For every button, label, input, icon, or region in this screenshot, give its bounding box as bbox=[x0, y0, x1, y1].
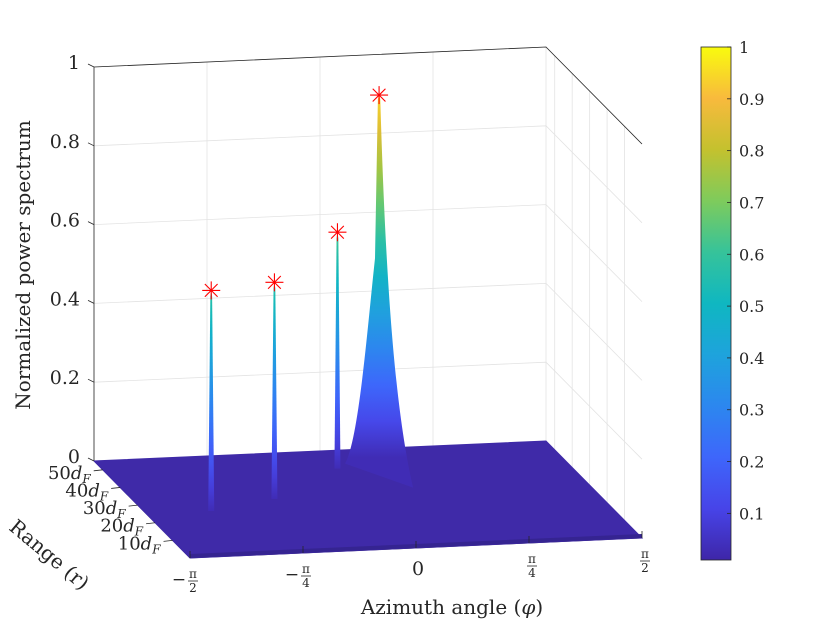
z-tick-label: 0.8 bbox=[50, 131, 80, 153]
colorbar-tick-label: 0.9 bbox=[739, 90, 764, 109]
x-tick-denominator: 4 bbox=[528, 566, 536, 580]
y-tick-label: 50dF bbox=[48, 463, 91, 486]
colorbar-tick-label: 0.4 bbox=[739, 349, 764, 368]
peak-spike bbox=[334, 232, 341, 469]
z-tick bbox=[87, 378, 95, 383]
peak-marker bbox=[202, 281, 221, 300]
colorbar-tick-label: 0.1 bbox=[739, 504, 764, 523]
peak-spike bbox=[208, 290, 215, 512]
colorbar-tick-label: 0.5 bbox=[739, 297, 764, 316]
y-tick-label: 20dF bbox=[100, 516, 143, 539]
z-axis-label: Normalized power spectrum bbox=[11, 120, 35, 410]
colorbar-tick-label: 0.2 bbox=[739, 453, 764, 472]
colorbar-tick-label: 0.8 bbox=[739, 142, 764, 161]
y-tick bbox=[146, 522, 156, 525]
x-tick-denominator: 2 bbox=[641, 561, 649, 575]
grid-line-z bbox=[93, 361, 643, 460]
y-axis-label: Range (r) bbox=[5, 514, 94, 594]
grid-line-z bbox=[93, 125, 643, 224]
y-tick-label: 30dF bbox=[83, 498, 126, 521]
x-tick-denominator: 2 bbox=[189, 581, 197, 595]
x-tick-sign: − bbox=[285, 565, 299, 585]
z-tick-label: 0.2 bbox=[50, 367, 80, 389]
z-tick-label: 0 bbox=[68, 446, 80, 468]
peak-spike bbox=[271, 282, 278, 500]
peak-layer bbox=[208, 95, 414, 512]
x-tick-denominator: 4 bbox=[302, 576, 310, 590]
x-tick-numerator: π bbox=[302, 562, 310, 576]
top-frame-line bbox=[93, 46, 643, 145]
z-tick bbox=[87, 457, 95, 462]
z-tick-label: 1 bbox=[68, 52, 80, 74]
x-tick-numerator: π bbox=[641, 547, 649, 561]
y-tick bbox=[93, 469, 103, 472]
z-axis-ticks: 0 0.2 0.4 0.6 0.8 1 bbox=[50, 52, 95, 468]
y-tick bbox=[128, 504, 138, 507]
colorbar-tick-label: 0.3 bbox=[739, 401, 764, 420]
z-tick bbox=[87, 300, 95, 304]
peak-spike bbox=[345, 95, 414, 488]
x-tick-label: 0 bbox=[412, 558, 424, 580]
y-tick bbox=[163, 539, 173, 542]
colorbar-tick-label: 0.7 bbox=[739, 193, 764, 212]
peak-marker bbox=[328, 223, 347, 242]
y-tick bbox=[111, 487, 121, 489]
grid-line-z bbox=[93, 46, 643, 145]
y-tick-label: 40dF bbox=[65, 480, 108, 503]
peak-marker bbox=[265, 273, 284, 292]
z-tick bbox=[87, 63, 95, 68]
peak-markers bbox=[202, 86, 389, 300]
x-tick-numerator: π bbox=[189, 567, 197, 581]
y-tick-label: 10dF bbox=[118, 533, 161, 556]
colorbar-ticks: 0.1 0.2 0.3 0.4 0.5 0.6 0.7 0.8 0.9 1 bbox=[727, 38, 764, 523]
x-tick-numerator: π bbox=[528, 552, 536, 566]
x-axis-label: Azimuth angle (φ) bbox=[360, 595, 543, 619]
grid-line-z bbox=[93, 282, 643, 381]
peak-marker bbox=[370, 86, 389, 105]
z-tick-label: 0.4 bbox=[50, 288, 80, 310]
z-tick bbox=[87, 142, 95, 147]
z-tick bbox=[87, 221, 95, 225]
z-tick-label: 0.6 bbox=[50, 210, 80, 232]
colorbar-tick-label: 1 bbox=[739, 38, 749, 57]
x-tick-sign: − bbox=[172, 570, 186, 590]
colorbar bbox=[700, 46, 732, 561]
grid-line-z bbox=[93, 204, 643, 302]
colorbar-tick-label: 0.6 bbox=[739, 245, 764, 264]
surface-floor bbox=[92, 440, 644, 559]
